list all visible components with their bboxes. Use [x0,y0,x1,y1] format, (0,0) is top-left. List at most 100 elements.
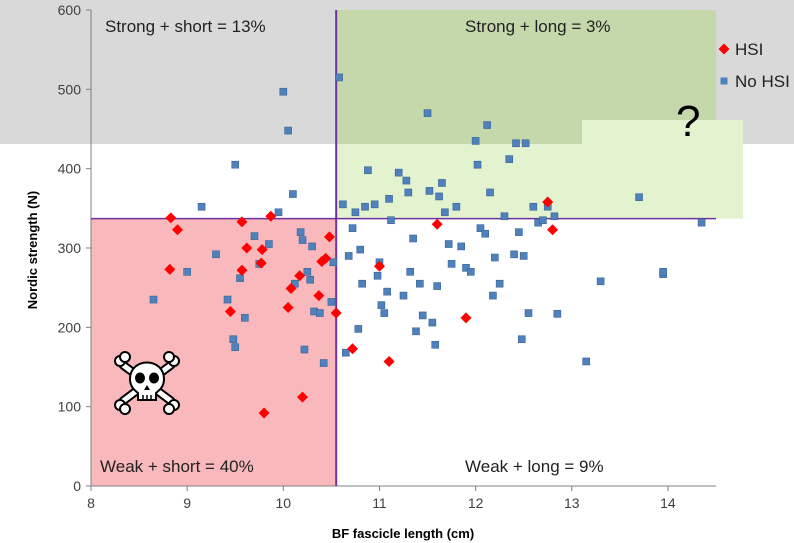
data-point-hsi [294,270,306,282]
data-point-no-hsi [377,301,386,309]
data-point-no-hsi [274,208,283,217]
data-point-no-hsi [327,298,336,306]
data-point-no-hsi [444,240,453,248]
data-point-no-hsi [438,179,446,187]
data-point-no-hsi [553,310,562,318]
data-point-hsi [224,305,236,317]
data-point-no-hsi [582,357,590,366]
data-point-no-hsi [231,343,240,351]
x-tick-label: 11 [372,495,387,511]
data-point-no-hsi [402,176,411,185]
data-point-no-hsi [441,208,449,217]
data-point-hsi [256,244,268,256]
data-point-hsi [236,216,248,228]
data-point-hsi [547,224,559,236]
data-point-no-hsi [510,250,518,259]
data-point-hsi [165,212,177,224]
data-point-no-hsi [481,229,490,238]
data-point-no-hsi [447,260,456,268]
region-label-strong-short: Strong + short = 13% [105,17,266,36]
data-point-no-hsi [358,279,366,288]
data-point-no-hsi [425,187,434,195]
data-point-no-hsi [697,218,706,227]
x-tick-label: 14 [660,495,676,511]
data-point-no-hsi [596,277,605,286]
data-point-no-hsi [435,192,443,201]
data-point-hsi [320,252,332,264]
data-point-no-hsi [416,279,424,288]
y-tick-label: 200 [58,319,82,335]
data-point-no-hsi [241,314,249,322]
data-point-hsi [347,343,359,355]
data-point-no-hsi [284,126,292,135]
data-point-no-hsi [236,274,244,282]
data-point-hsi [431,218,443,230]
data-point-no-hsi [223,295,232,304]
data-point-no-hsi [300,345,309,354]
data-point-no-hsi [491,253,499,262]
data-point-no-hsi [521,139,530,148]
skull-crossbones-icon [114,351,180,415]
region-label-weak-long: Weak + long = 9% [465,457,604,476]
data-point-no-hsi [303,267,312,276]
data-point-no-hsi [394,168,403,177]
data-point-no-hsi [452,202,461,211]
data-point-no-hsi [433,282,441,290]
data-point-no-hsi [316,309,324,317]
x-tick-label: 12 [468,495,484,511]
data-point-no-hsi [361,202,369,211]
data-point-no-hsi [296,228,305,236]
data-point-no-hsi [659,267,667,276]
x-tick-label: 8 [87,495,95,511]
data-point-hsi [313,290,325,302]
data-point-hsi [241,242,253,254]
data-point-hsi [258,407,270,419]
data-point-no-hsi [412,327,420,336]
data-point-no-hsi [342,348,350,357]
data-point-no-hsi [212,250,220,259]
x-tick-label: 13 [564,495,580,511]
data-point-no-hsi [529,202,538,211]
data-point-no-hsi [329,258,338,267]
data-point-hsi [164,263,176,275]
data-point-no-hsi [550,212,559,221]
data-point-hsi [172,224,184,236]
data-point-no-hsi [471,137,480,145]
x-axis-title: BF fascicle length (cm) [332,526,474,541]
data-point-no-hsi [476,224,485,232]
data-point-no-hsi [517,335,526,344]
question-zone-right [743,120,794,144]
data-point-no-hsi [370,200,379,209]
data-point-no-hsi [409,234,417,243]
y-tick-label: 100 [58,399,82,415]
y-tick-label: 400 [58,161,82,177]
data-point-no-hsi [373,271,382,280]
question-zone-step [582,120,743,219]
legend-marker-no-hsi [720,77,728,85]
data-point-no-hsi [356,245,365,254]
data-point-no-hsi [399,291,408,300]
y-tick-label: 600 [58,2,82,18]
data-point-hsi [285,282,297,294]
data-point-no-hsi [279,87,288,96]
data-point-no-hsi [319,359,328,367]
data-point-no-hsi [428,318,437,327]
data-point-no-hsi [364,166,372,175]
data-point-no-hsi [500,212,509,221]
data-point-hsi [330,307,342,319]
data-point-no-hsi [231,160,240,169]
data-point-no-hsi [298,236,307,244]
x-tick-label: 9 [183,495,191,511]
data-point-no-hsi [512,139,520,148]
y-tick-label: 0 [73,478,81,494]
data-point-no-hsi [519,252,528,260]
data-point-hsi [255,257,267,269]
legend-marker-hsi [718,43,730,55]
data-point-no-hsi [423,109,432,117]
legend-label-hsi: HSI [735,40,763,59]
x-tick-label: 10 [276,495,292,511]
data-point-hsi [236,264,248,276]
y-tick-label: 300 [58,240,82,256]
data-point-no-hsi [183,267,191,276]
